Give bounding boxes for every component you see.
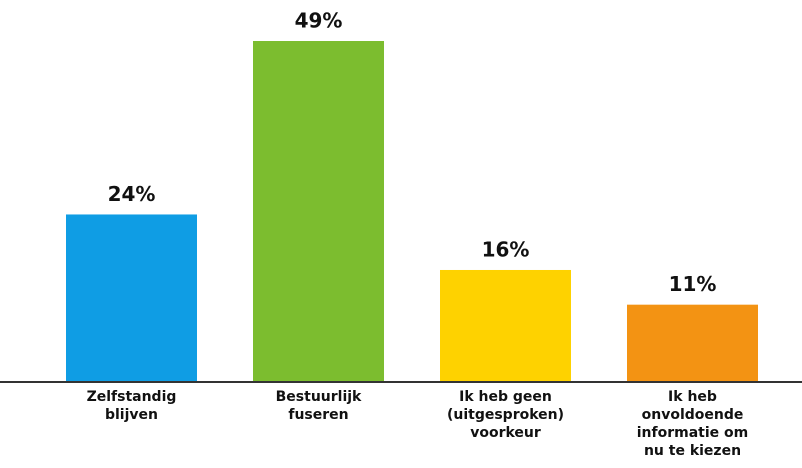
x-tick-label: Bestuurlijk fuseren: [275, 389, 362, 423]
value-label: 11%: [669, 272, 717, 296]
bar: [253, 41, 384, 381]
x-tick-label: Zelfstandig blijven: [86, 389, 177, 423]
bar: [66, 214, 197, 381]
bar: [627, 304, 758, 381]
x-tick-label: Ik heb onvoldoende informatie om nu te k…: [636, 389, 749, 459]
value-label: 24%: [108, 182, 156, 206]
bar: [440, 269, 571, 381]
value-label: 49%: [295, 9, 343, 33]
x-tick-label: Ik heb geen (uitgesproken) voorkeur: [446, 389, 565, 441]
value-label: 16%: [482, 237, 530, 261]
